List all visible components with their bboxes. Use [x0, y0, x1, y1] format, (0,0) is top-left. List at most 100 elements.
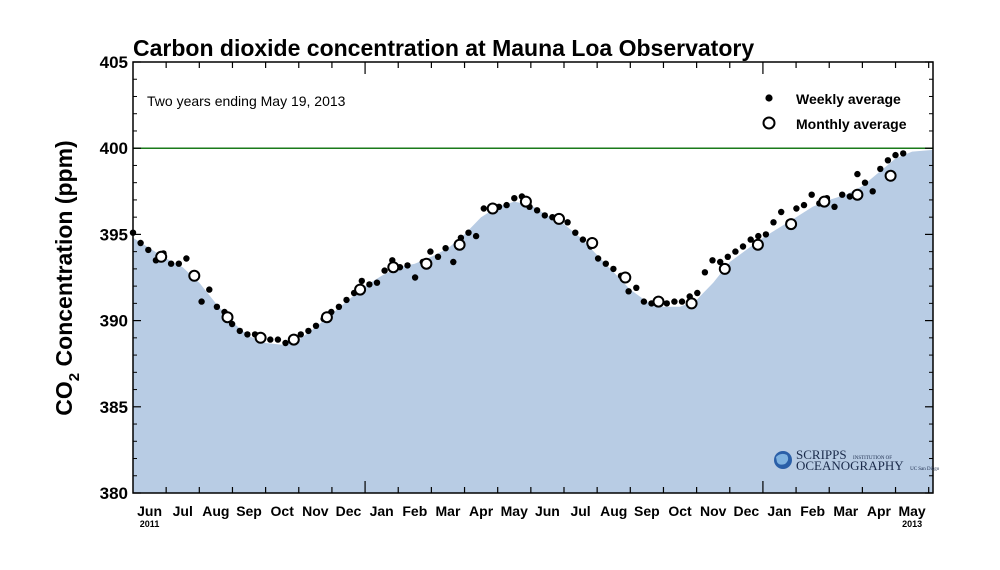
monthly-point: [851, 188, 864, 201]
x-tick-label: Jun: [535, 503, 560, 519]
weekly-point: [305, 327, 312, 335]
x-tick-label: Sep: [236, 503, 262, 519]
weekly-point: [503, 201, 510, 209]
x-tick-label: Oct: [668, 503, 692, 519]
monthly-point: [387, 261, 400, 274]
x-tick-label: Nov: [302, 503, 329, 519]
weekly-point: [427, 248, 434, 255]
weekly-point: [366, 281, 373, 288]
weekly-point: [511, 195, 518, 202]
weekly-point: [900, 150, 907, 157]
monthly-point: [188, 269, 201, 282]
monthly-point: [718, 262, 731, 275]
weekly-point: [732, 248, 739, 255]
monthly-point: [751, 238, 764, 251]
weekly-point: [381, 267, 388, 274]
weekly-point: [465, 229, 472, 236]
weekly-point: [175, 260, 182, 267]
monthly-point: [287, 333, 300, 346]
weekly-point: [724, 253, 731, 260]
weekly-point: [579, 236, 587, 243]
weekly-point: [564, 219, 571, 226]
weekly-point: [694, 289, 701, 297]
chart-annotation: Two years ending May 19, 2013: [147, 93, 346, 109]
monthly-point: [221, 311, 234, 324]
plot-frame: [132, 61, 934, 494]
weekly-point: [358, 277, 365, 285]
x-tick-label: Apr: [469, 503, 494, 519]
weekly-point: [793, 205, 800, 212]
weekly-point: [129, 229, 137, 236]
y-axis-label-subscript: 2: [66, 373, 83, 381]
monthly-point: [785, 218, 798, 231]
weekly-point: [533, 207, 541, 214]
weekly-point: [610, 265, 617, 273]
weekly-point: [480, 205, 487, 212]
monthly-point: [586, 237, 599, 249]
chart-title: Carbon dioxide concentration at Mauna Lo…: [133, 35, 754, 61]
x-tick-label: Nov: [700, 503, 727, 519]
weekly-point: [877, 165, 884, 173]
weekly-point: [450, 258, 457, 266]
weekly-point: [839, 191, 846, 198]
legend-weekly-marker: [765, 94, 773, 102]
monthly-point: [884, 169, 897, 182]
x-tick-label: Jul: [570, 503, 590, 519]
y-tick-label: 405: [100, 53, 128, 72]
monthly-point: [155, 250, 168, 263]
svg-text:OCEANOGRAPHY UC San Dieg: OCEANOGRAPHY UC San Diego: [796, 457, 940, 474]
weekly-point: [846, 193, 853, 200]
monthly-point: [254, 331, 267, 344]
legend-monthly-label: Monthly average: [796, 116, 907, 132]
weekly-point: [625, 288, 632, 295]
weekly-point: [778, 208, 785, 216]
weekly-point: [343, 296, 350, 304]
area-fill: [133, 149, 933, 493]
weekly-point: [145, 246, 152, 254]
weekly-point: [640, 298, 648, 305]
x-tick-label: Feb: [800, 503, 825, 519]
weekly-point: [739, 243, 747, 250]
x-tick-label: Oct: [271, 503, 295, 519]
monthly-point: [420, 257, 433, 270]
y-tick-label: 400: [100, 139, 128, 158]
weekly-point: [800, 201, 808, 209]
weekly-point: [602, 260, 609, 267]
weekly-point: [472, 232, 480, 240]
scripps-logo: SCRIPPS INSTITUTION OF OCEANOGRAPHY UC S…: [774, 447, 940, 474]
weekly-point: [861, 179, 869, 186]
year-label: 2011: [140, 519, 160, 529]
logo-line1: SCRIPPS: [796, 447, 847, 462]
legend-weekly-label: Weekly average: [796, 91, 901, 107]
weekly-point: [244, 331, 251, 338]
weekly-point: [198, 298, 205, 305]
logo-line2: OCEANOGRAPHY: [796, 458, 904, 473]
weekly-point: [831, 203, 838, 210]
monthly-point: [818, 195, 831, 208]
weekly-point: [228, 320, 236, 328]
monthly-point: [354, 283, 367, 296]
weekly-point: [267, 336, 274, 343]
x-tick-label: Aug: [600, 503, 627, 519]
weekly-point: [541, 212, 548, 219]
weekly-point: [206, 286, 213, 293]
x-tick-label: Jul: [173, 503, 193, 519]
y-tick-label: 390: [100, 312, 128, 331]
legend-monthly-marker: [762, 116, 776, 130]
weekly-point: [404, 262, 411, 269]
weekly-point: [572, 229, 579, 236]
y-tick-label: 395: [100, 225, 128, 244]
x-tick-label: May: [898, 503, 925, 519]
weekly-point: [442, 245, 449, 252]
monthly-point: [619, 271, 632, 284]
monthly-point: [652, 295, 665, 308]
x-tick-label: Sep: [634, 503, 660, 519]
y-axis-label-rest: Concentration (ppm): [51, 140, 77, 373]
x-tick-label: Jan: [767, 503, 791, 519]
monthly-point: [519, 195, 532, 208]
legend: Weekly average Monthly average: [762, 91, 907, 132]
x-tick-label: Mar: [436, 503, 461, 519]
weekly-point: [335, 303, 343, 310]
weekly-point: [854, 170, 861, 178]
